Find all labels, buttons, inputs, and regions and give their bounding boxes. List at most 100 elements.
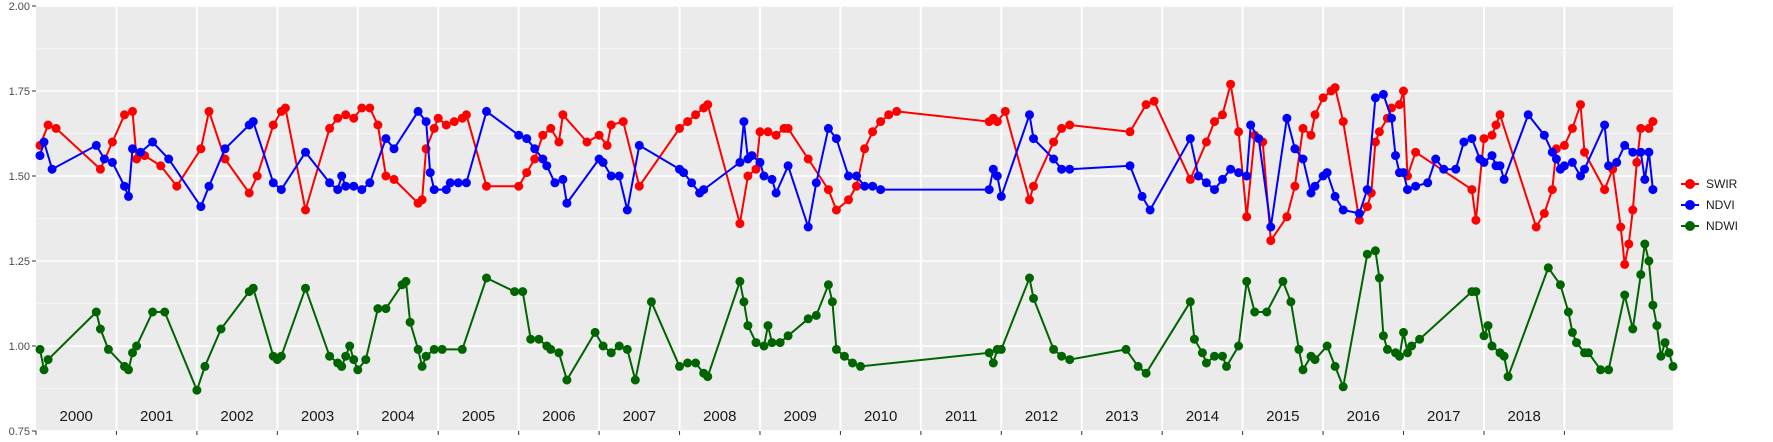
data-point xyxy=(538,154,548,164)
data-point xyxy=(196,144,206,154)
data-point xyxy=(1636,123,1646,133)
data-point xyxy=(1282,113,1292,123)
data-point xyxy=(1459,137,1469,147)
data-point xyxy=(248,283,258,293)
data-point xyxy=(1286,297,1296,307)
data-point xyxy=(868,127,878,137)
data-point xyxy=(421,351,431,361)
data-point xyxy=(1201,178,1211,188)
data-point xyxy=(1029,181,1038,191)
data-point xyxy=(1543,263,1553,273)
year-labels: 2000 2001 2002 2003 2004 2005 2006 2007 2008 2009… xyxy=(60,408,1541,425)
data-point xyxy=(95,164,105,174)
data-point xyxy=(325,123,335,133)
data-point xyxy=(39,137,49,147)
data-point xyxy=(823,280,833,290)
data-point xyxy=(200,361,210,371)
data-point xyxy=(373,120,383,130)
data-point xyxy=(984,348,994,358)
data-point xyxy=(1604,365,1614,375)
legend-label: NDWI xyxy=(1706,219,1738,233)
data-point xyxy=(1640,174,1650,184)
data-point xyxy=(1197,348,1207,358)
data-point xyxy=(1234,168,1244,178)
legend-label: SWIR xyxy=(1706,177,1738,191)
data-point xyxy=(984,185,994,195)
data-point xyxy=(606,171,616,181)
data-point xyxy=(1310,181,1320,191)
data-point xyxy=(341,110,351,120)
data-point xyxy=(1487,341,1497,351)
year-label: 2010 xyxy=(864,408,897,425)
data-point xyxy=(1378,89,1388,99)
data-point xyxy=(1378,331,1388,341)
data-point xyxy=(614,171,624,181)
data-point xyxy=(132,154,142,164)
year-label: 2007 xyxy=(623,408,656,425)
data-point xyxy=(1600,185,1610,195)
data-point xyxy=(868,181,878,191)
data-point xyxy=(739,297,749,307)
data-point xyxy=(365,103,375,113)
data-point xyxy=(747,151,757,161)
data-point xyxy=(1431,154,1441,164)
data-point xyxy=(876,185,886,195)
data-point xyxy=(827,297,837,307)
data-point xyxy=(1487,130,1497,140)
data-point xyxy=(1572,338,1581,348)
data-point xyxy=(558,174,568,184)
data-point xyxy=(433,113,443,123)
data-point xyxy=(743,171,753,181)
data-point xyxy=(325,351,335,361)
data-point xyxy=(687,178,697,188)
data-point xyxy=(1632,157,1642,167)
data-point xyxy=(128,144,137,154)
data-point xyxy=(1487,151,1497,161)
data-point xyxy=(1282,212,1292,222)
year-label: 2000 xyxy=(60,408,93,425)
data-point xyxy=(461,178,471,188)
data-point xyxy=(1559,140,1569,150)
data-point xyxy=(124,191,133,201)
data-point xyxy=(1576,171,1585,181)
data-point xyxy=(735,157,745,167)
data-point xyxy=(1210,185,1219,195)
data-point xyxy=(1415,334,1425,344)
data-point xyxy=(1201,358,1211,368)
grid-lines xyxy=(36,5,1673,432)
data-point xyxy=(1065,164,1075,174)
data-point xyxy=(763,127,773,137)
data-point xyxy=(1029,293,1038,303)
data-point xyxy=(216,324,226,334)
data-point xyxy=(349,355,359,365)
data-point xyxy=(445,178,455,188)
data-point xyxy=(892,106,902,116)
data-point xyxy=(803,154,813,164)
data-point xyxy=(1234,127,1244,137)
y-tick-label: 0.75 xyxy=(9,426,30,438)
data-point xyxy=(703,372,713,382)
data-point xyxy=(164,154,174,164)
data-point xyxy=(172,181,182,191)
data-point xyxy=(852,181,861,191)
data-point xyxy=(1338,117,1348,127)
data-point xyxy=(381,134,391,144)
data-point xyxy=(1563,307,1573,317)
data-point xyxy=(1222,361,1231,371)
data-point xyxy=(996,344,1006,354)
data-point xyxy=(91,307,101,317)
data-point xyxy=(1141,368,1151,378)
year-label: 2001 xyxy=(140,408,173,425)
data-point xyxy=(1025,110,1034,120)
data-point xyxy=(860,181,870,191)
data-point xyxy=(1531,222,1541,232)
year-label: 2004 xyxy=(381,408,414,425)
data-point xyxy=(514,130,524,140)
data-point xyxy=(132,341,142,351)
data-point xyxy=(276,185,286,195)
data-point xyxy=(204,181,214,191)
year-label: 2011 xyxy=(945,408,977,425)
data-point xyxy=(1294,344,1304,354)
year-label: 2012 xyxy=(1025,408,1058,425)
